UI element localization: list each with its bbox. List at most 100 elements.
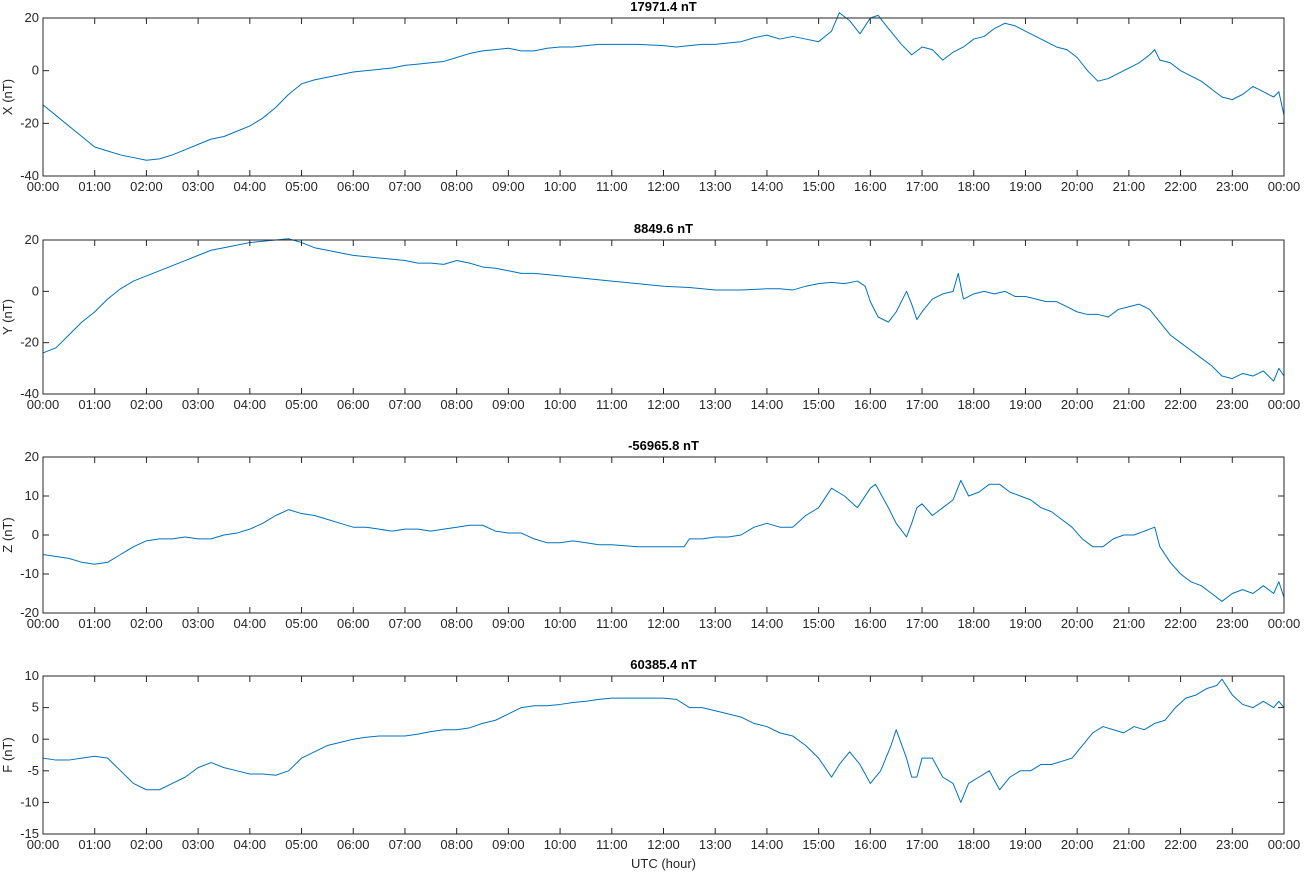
x-tick-label: 02:00 [130,397,163,412]
series-line-3-1 [42,479,1285,602]
x-tick-label: 01:00 [78,616,111,631]
x-tick-label: 02:00 [130,179,163,194]
y-tick-label: -15 [20,826,39,841]
x-tick-label: 22:00 [1164,837,1197,852]
x-tick-label: 15:00 [802,397,835,412]
y-tick-label: 0 [32,283,39,298]
x-tick-label: 08:00 [440,616,473,631]
x-tick-label: 13:00 [699,179,732,194]
y-tick-label: 20 [25,10,39,25]
x-tick-label: 19:00 [1009,179,1042,194]
plot-frame [42,675,1285,835]
y-tick-label: 10 [25,668,39,683]
x-tick-label: 04:00 [234,179,267,194]
y-axis-label: F (nT) [0,737,15,772]
x-tick-label: 15:00 [802,616,835,631]
x-tick-label: 09:00 [492,837,525,852]
y-axis-label: Z (nT) [0,517,15,552]
x-tick-label: 18:00 [957,179,990,194]
x-tick-label: 09:00 [492,616,525,631]
plot-frame [42,239,1285,395]
x-tick-label: 08:00 [440,397,473,412]
x-tick-label: 03:00 [182,179,215,194]
y-tick-label: -10 [20,566,39,581]
x-tick-label: 00:00 [1268,397,1301,412]
x-tick-label: 11:00 [596,616,628,631]
x-tick-label: 07:00 [389,616,422,631]
y-tick-label: 0 [32,731,39,746]
x-tick-label: 00:00 [27,837,60,852]
y-tick-label: 5 [32,700,39,715]
x-tick-label: 13:00 [699,616,732,631]
plot-frame [42,456,1285,614]
x-tick-label: 03:00 [182,616,215,631]
y-axis-label: X (nT) [0,79,15,115]
x-tick-label: 00:00 [27,179,60,194]
x-tick-label: 12:00 [647,837,680,852]
x-tick-label: 02:00 [130,837,163,852]
x-tick-label: 14:00 [751,397,784,412]
x-tick-label: 05:00 [285,179,318,194]
x-tick-label: 00:00 [1268,616,1301,631]
x-tick-label: 03:00 [182,837,215,852]
x-tick-label: 07:00 [389,397,422,412]
x-tick-label: 00:00 [1268,179,1301,194]
x-tick-label: 06:00 [337,837,370,852]
x-tick-label: 17:00 [906,616,939,631]
x-tick-label: 21:00 [1113,616,1146,631]
x-tick-label: 08:00 [440,837,473,852]
x-tick-label: 01:00 [78,179,111,194]
x-tick-label: 07:00 [389,179,422,194]
x-tick-label: 01:00 [78,837,111,852]
x-tick-label: 14:00 [751,837,784,852]
x-tick-label: 06:00 [337,397,370,412]
plot-frame [42,17,1285,177]
panel-3: -20 -10 0 10 20 00:00 01:00 02:00 03:00 04:00 05:0… [0,438,1300,631]
panel-2: -40 -20 0 20 00:00 01:00 02:00 03:00 04:00 05:00 0… [0,221,1300,412]
x-tick-label: 02:00 [130,616,163,631]
x-tick-label: 09:00 [492,397,525,412]
y-tick-label: -5 [27,763,39,778]
y-tick-label: -20 [20,335,39,350]
y-tick-label: 20 [25,449,39,464]
y-tick-label: -40 [20,168,39,183]
x-tick-label: 20:00 [1061,616,1094,631]
x-tick-label: 21:00 [1113,179,1146,194]
x-tick-label: 21:00 [1113,397,1146,412]
x-tick-label: 12:00 [647,179,680,194]
series-line-1-1 [42,12,1285,161]
x-tick-label: 16:00 [854,837,887,852]
x-tick-label: 03:00 [182,397,215,412]
x-tick-label: 19:00 [1009,837,1042,852]
x-tick-label: 08:00 [440,179,473,194]
y-tick-label: 20 [25,232,39,247]
y-tick-label: -20 [20,115,39,130]
x-tick-label: 15:00 [802,179,835,194]
x-tick-label: 05:00 [285,837,318,852]
x-tick-label: 16:00 [854,179,887,194]
x-tick-label: 17:00 [906,397,939,412]
x-tick-label: 04:00 [234,616,267,631]
x-tick-label: 10:00 [544,397,577,412]
panel-4: -15 -10 -5 0 5 10 00:00 01:00 02:00 03:00 04:00 05:… [0,657,1300,871]
y-axis-label: Y (nT) [0,299,15,335]
x-tick-label: 11:00 [596,397,628,412]
x-tick-label: 01:00 [78,397,111,412]
x-tick-label: 19:00 [1009,397,1042,412]
x-tick-label: 20:00 [1061,179,1094,194]
x-tick-label: 06:00 [337,179,370,194]
x-tick-label: 04:00 [234,397,267,412]
panel-title: 17971.4 nT [630,0,697,14]
panel-title: -56965.8 nT [628,438,699,453]
x-tick-label: 11:00 [596,837,628,852]
y-tick-label: 0 [32,63,39,78]
x-tick-label: 04:00 [234,837,267,852]
series-line-2-1 [42,238,1285,382]
x-tick-label: 22:00 [1164,616,1197,631]
x-tick-label: 13:00 [699,397,732,412]
x-tick-label: 05:00 [285,616,318,631]
x-tick-label: 15:00 [802,837,835,852]
x-tick-label: 23:00 [1216,837,1249,852]
panel-title: 60385.4 nT [630,657,697,672]
